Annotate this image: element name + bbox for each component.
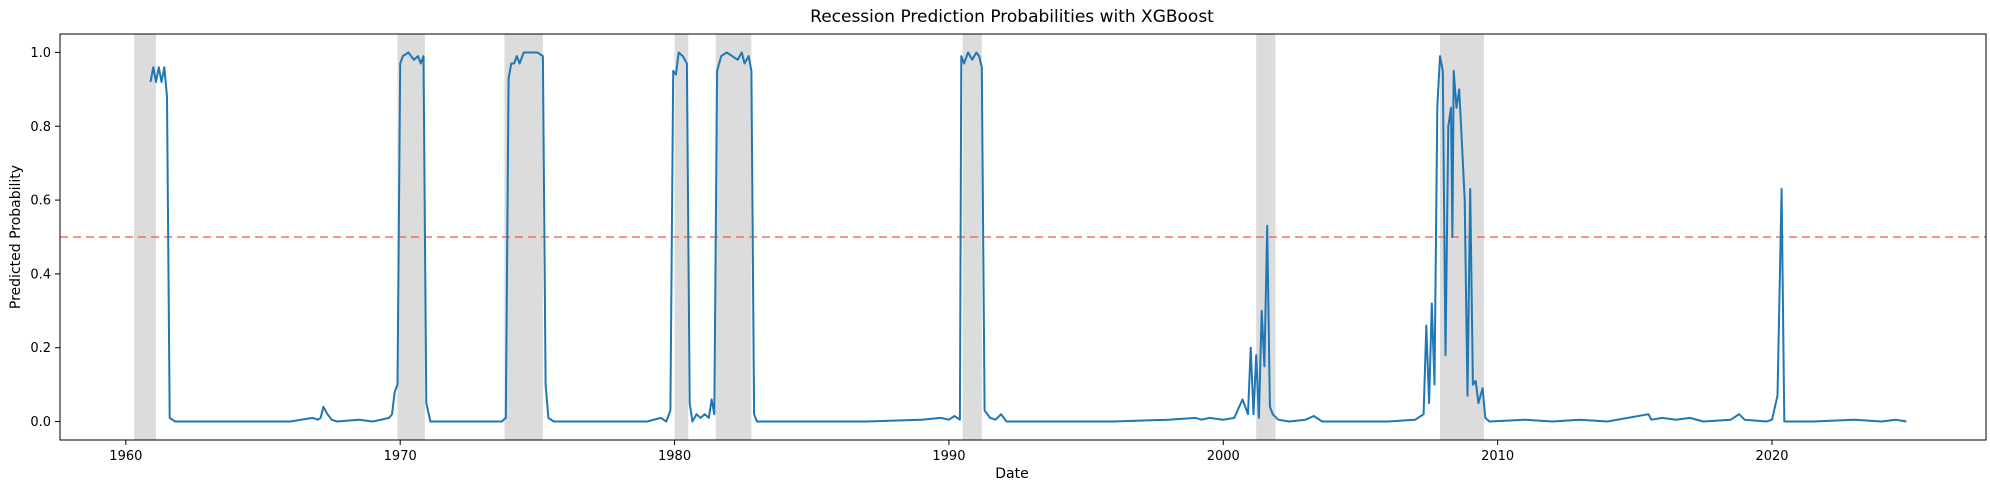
recession-band	[504, 34, 543, 440]
y-tick-label: 0.6	[30, 194, 51, 209]
y-tick-label: 1.0	[30, 46, 51, 61]
x-axis-label: Date	[995, 466, 1028, 482]
chart-title: Recession Prediction Probabilities with …	[810, 7, 1214, 27]
x-tick-label: 2010	[1481, 449, 1514, 464]
y-tick-label: 0.4	[30, 267, 51, 282]
probability-series-line	[149, 51, 1907, 423]
x-tick-label: 2000	[1207, 449, 1240, 464]
y-tick-label: 0.2	[30, 341, 51, 356]
x-tick-label: 1970	[384, 449, 417, 464]
x-tick-label: 1990	[932, 449, 965, 464]
y-axis-ticks: 0.0 0.2 0.4 0.6 0.8 1.0	[30, 46, 60, 430]
series-line-layer	[149, 51, 1907, 423]
recession-band	[715, 34, 752, 440]
x-axis-ticks: 1960 1970 1980 1990 2000 2010 2020	[109, 440, 1789, 464]
x-tick-label: 1960	[109, 449, 142, 464]
y-tick-label: 0.0	[30, 415, 51, 430]
x-tick-label: 2020	[1755, 449, 1788, 464]
y-axis-label: Predicted Probability	[8, 165, 24, 309]
recession-band	[674, 34, 689, 440]
x-tick-label: 1980	[658, 449, 691, 464]
y-tick-label: 0.8	[30, 120, 51, 135]
plot-frame	[59, 33, 1987, 441]
